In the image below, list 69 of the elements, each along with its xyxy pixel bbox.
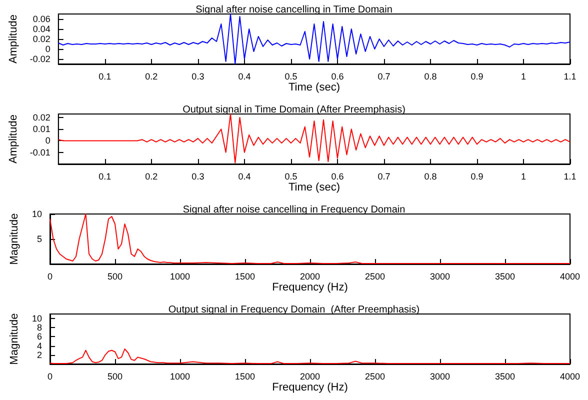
x-tick-label: 0.8 [424, 72, 437, 82]
y-tick-label: 0 [45, 44, 50, 54]
x-tick-label: 0.1 [98, 72, 112, 82]
y-axis-title: Magnitude [8, 313, 20, 365]
x-tick-label: 500 [107, 372, 123, 382]
y-tick-label: 10 [32, 314, 42, 324]
x-tick-label: 0.5 [284, 172, 298, 182]
y-tick-label: 8 [36, 322, 42, 333]
x-tick-label: 0.3 [192, 172, 204, 182]
x-tick-label: 2000 [300, 272, 320, 282]
y-tick-label: 0.01 [32, 124, 50, 134]
y-tick-label: 0.02 [32, 34, 50, 44]
x-tick-label: 1000 [170, 372, 190, 382]
x-tick-label: 0.1 [98, 172, 112, 182]
line-series [58, 114, 570, 164]
chart-title: Signal after noise cancelling in Frequency Domain [182, 204, 406, 216]
x-tick-label: 0.7 [378, 72, 390, 82]
chart-title: Signal after noise cancelling in Time Domain [196, 4, 392, 16]
x-axis-title: Frequency (Hz) [272, 281, 348, 294]
x-tick-label: 3500 [494, 272, 516, 282]
y-tick-label: 4 [36, 340, 42, 351]
line-series [50, 214, 570, 264]
y-tick-label: 2 [36, 350, 42, 360]
y-axis-title: Amplitude [8, 14, 20, 64]
x-tick-label: 0.4 [238, 72, 251, 82]
x-tick-label: 0.2 [145, 172, 158, 182]
x-tick-label: 1 [520, 172, 526, 182]
x-tick-label: 3000 [430, 372, 450, 382]
x-tick-label: 0.9 [470, 172, 484, 182]
y-tick-label: 0.06 [32, 14, 50, 24]
y-tick-label: -0.02 [30, 54, 50, 64]
x-tick-label: 3000 [430, 272, 450, 282]
y-tick-label: 0.04 [32, 24, 50, 34]
y-tick-label: 10 [32, 209, 42, 219]
x-tick-label: 0.8 [424, 172, 437, 182]
x-tick-label: 0.6 [331, 72, 344, 82]
x-tick-label: 1.1 [564, 172, 576, 182]
x-tick-label: 1500 [234, 272, 256, 282]
x-tick-label: 4000 [560, 372, 580, 382]
x-tick-label: 0.6 [331, 172, 344, 182]
x-axis-title: Time (sec) [288, 181, 340, 194]
x-tick-label: 1 [520, 72, 526, 82]
y-tick-label: 0.02 [32, 112, 50, 122]
x-tick-label: 1000 [170, 272, 190, 282]
chart-title: Output signal in Frequency Domain (After Preemphasis) [168, 304, 420, 316]
x-tick-label: 4000 [560, 272, 580, 282]
line-series [58, 14, 570, 64]
x-tick-label: 3500 [494, 372, 516, 382]
x-tick-label: 2500 [364, 272, 386, 282]
x-axis-title: Frequency (Hz) [272, 381, 348, 394]
x-tick-label: 0.5 [284, 72, 298, 82]
x-tick-label: 0.4 [238, 172, 251, 182]
x-axis-title: Time (sec) [288, 81, 340, 94]
y-tick-label: 0 [45, 136, 50, 146]
x-tick-label: 2500 [364, 372, 386, 382]
x-tick-label: 0.7 [378, 172, 390, 182]
x-tick-label: 1.1 [564, 72, 576, 82]
y-tick-label: 6 [36, 332, 42, 342]
x-tick-label: 0.9 [470, 72, 484, 82]
y-axis-title: Magnitude [8, 213, 20, 265]
x-tick-label: 0.3 [192, 72, 204, 82]
chart-title: Output signal in Time Domain (After Preemphasis) [182, 104, 406, 116]
x-tick-label: 500 [107, 272, 123, 282]
x-tick-label: 1500 [234, 372, 256, 382]
y-tick-label: 5 [36, 234, 42, 244]
y-tick-label: -0.01 [30, 147, 50, 158]
y-axis-title: Amplitude [8, 114, 20, 164]
x-tick-label: 0.2 [145, 72, 158, 82]
x-tick-label: 2000 [300, 372, 320, 382]
